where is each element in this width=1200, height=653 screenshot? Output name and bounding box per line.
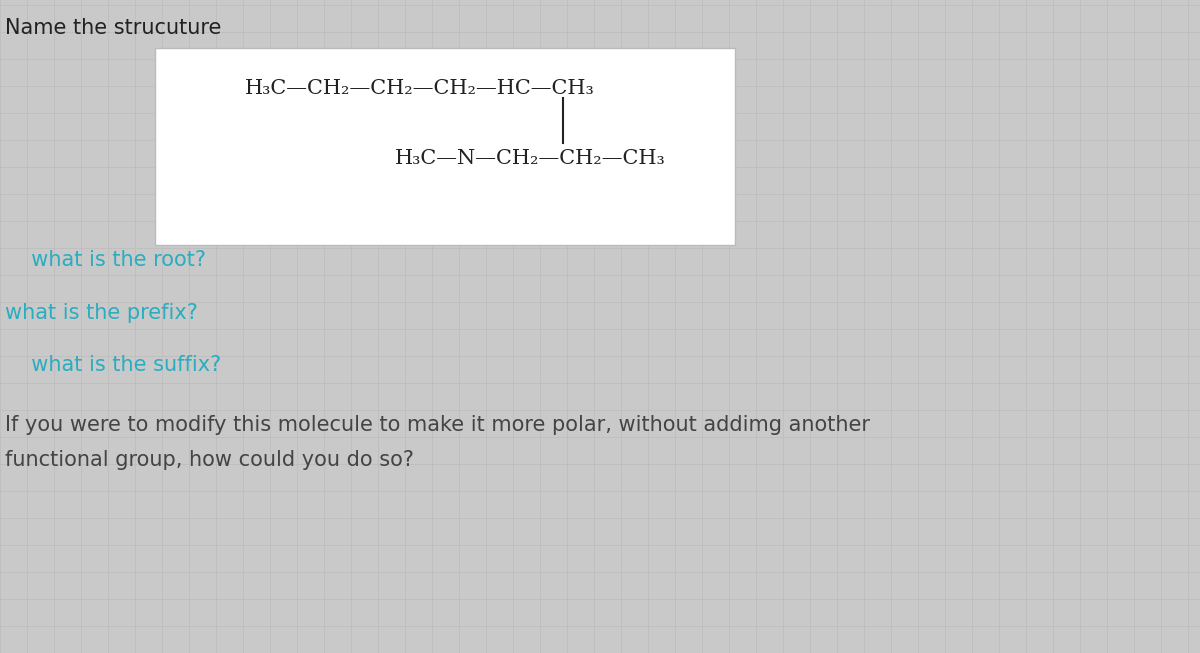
Text: what is the prefix?: what is the prefix?: [5, 303, 198, 323]
FancyBboxPatch shape: [155, 48, 734, 245]
Text: what is the root?: what is the root?: [18, 250, 206, 270]
Text: Name the strucuture: Name the strucuture: [5, 18, 221, 38]
Text: what is the suffix?: what is the suffix?: [18, 355, 221, 375]
Text: functional group, how could you do so?: functional group, how could you do so?: [5, 450, 414, 470]
Text: If you were to modify this molecule to make it more polar, without addimg anothe: If you were to modify this molecule to m…: [5, 415, 870, 435]
Text: H₃C—N—CH₂—CH₂—CH₃: H₃C—N—CH₂—CH₂—CH₃: [395, 148, 665, 168]
Text: H₃C—CH₂—CH₂—CH₂—HC—CH₃: H₃C—CH₂—CH₂—CH₂—HC—CH₃: [245, 78, 595, 97]
